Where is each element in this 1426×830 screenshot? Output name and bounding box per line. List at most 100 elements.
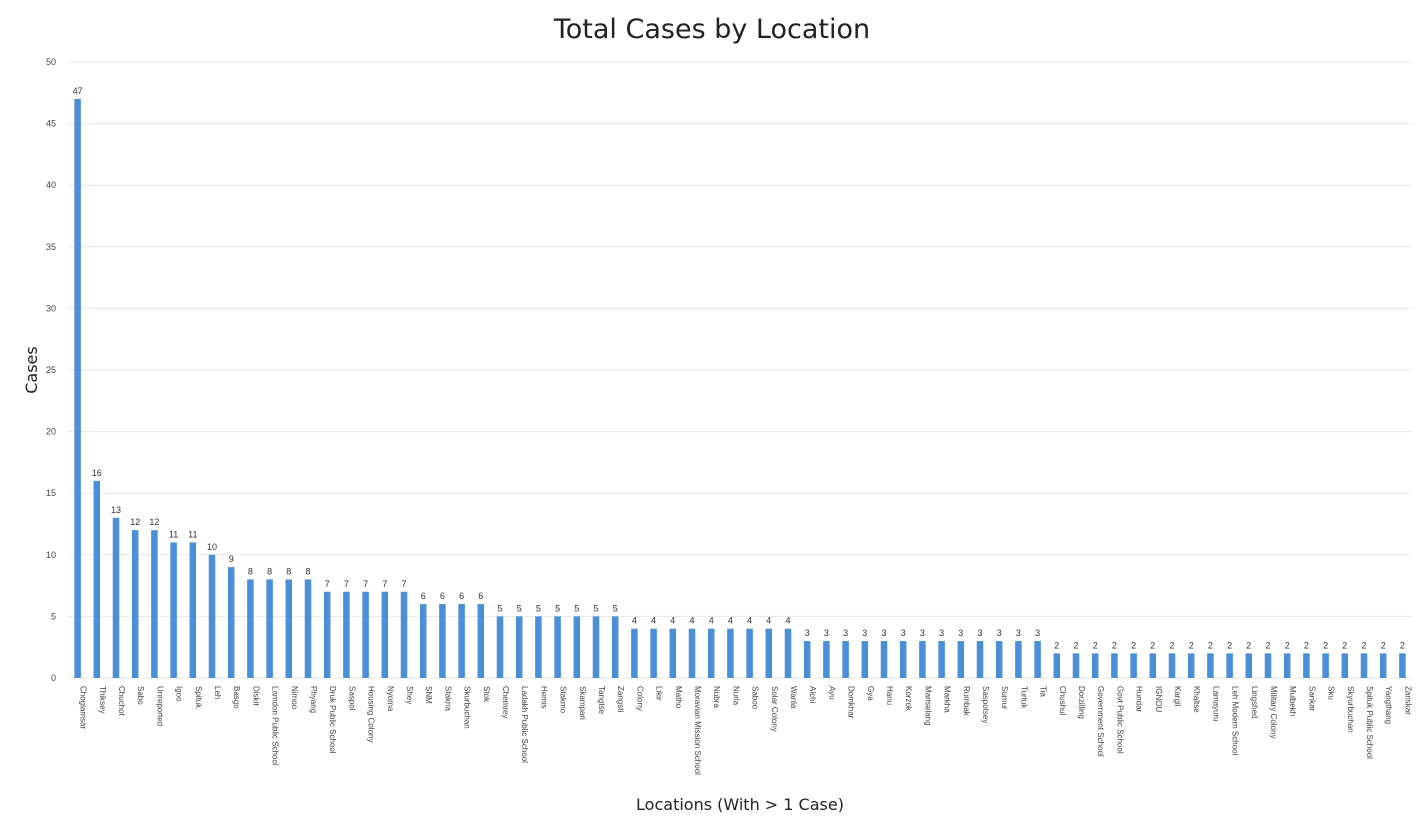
bar	[707, 628, 715, 678]
data-label: 3	[824, 628, 829, 638]
x-tick-label: Moravian Mission School	[693, 686, 702, 775]
y-tick-label: 15	[46, 488, 56, 498]
x-tick-label: Mulbekh	[1288, 686, 1297, 716]
bar	[1015, 641, 1022, 678]
data-label: 7	[382, 579, 387, 589]
y-tick-label: 0	[51, 673, 56, 683]
data-label: 2	[1208, 640, 1213, 650]
x-tick-label: Domkhar	[847, 686, 856, 719]
bar	[1399, 653, 1406, 678]
x-tick-label: Basgo	[232, 686, 241, 709]
bar	[112, 517, 120, 678]
x-tick-label: Igoo	[175, 686, 184, 702]
x-tick-label: Choglamsar	[79, 686, 88, 729]
bar	[938, 641, 945, 678]
bar	[1111, 653, 1118, 678]
x-tick-label: Stakna	[443, 686, 452, 711]
data-label: 8	[248, 566, 253, 576]
bar	[1053, 653, 1061, 678]
x-tick-label: Stakmo	[559, 686, 568, 714]
bar	[784, 628, 792, 678]
data-label: 2	[1246, 640, 1251, 650]
x-axis-ticks: Choglamsar Thiksey Chuchot Sabo Unreported Ig…	[79, 686, 1413, 775]
y-tick-label: 25	[46, 365, 56, 375]
y-tick-label: 40	[46, 180, 56, 190]
x-tick-label: SNM	[424, 686, 433, 704]
x-tick-label: Sankar	[1307, 686, 1316, 712]
y-tick-label: 10	[46, 550, 56, 560]
data-label: 3	[1035, 628, 1040, 638]
x-tick-label: Druk Public School	[328, 686, 337, 754]
x-tick-label: Saboo	[751, 686, 760, 710]
bar	[189, 542, 197, 678]
bar	[1091, 653, 1099, 678]
data-label: 2	[1131, 640, 1136, 650]
y-axis-ticks: 0 5 10 15 20 25 30 35 40 45 50	[46, 57, 56, 683]
bar	[439, 604, 446, 678]
data-label: 7	[325, 579, 330, 589]
data-label: 7	[344, 579, 349, 589]
x-tick-label: Skurbuchan	[463, 686, 472, 729]
bar	[1149, 653, 1157, 678]
data-label: 3	[997, 628, 1002, 638]
bar	[746, 628, 753, 678]
bar	[995, 641, 1003, 678]
y-tick-label: 5	[51, 611, 56, 621]
data-label: 2	[1304, 640, 1309, 650]
x-tick-label: Leh Modern School	[1231, 686, 1240, 756]
bar	[323, 591, 331, 678]
data-label: 2	[1150, 640, 1155, 650]
x-tick-label: Hundar	[1135, 686, 1144, 713]
x-tick-label: Chuchot	[117, 686, 126, 717]
bar	[1207, 653, 1214, 678]
x-tick-label: Spituk	[194, 686, 203, 709]
y-tick-label: 35	[46, 242, 56, 252]
x-tick-label: Likir	[655, 686, 664, 701]
y-tick-label: 50	[46, 57, 56, 67]
data-label: 4	[670, 616, 675, 626]
x-tick-label: Hemis	[539, 686, 548, 709]
x-tick-label: Government School	[1096, 686, 1105, 757]
x-tick-label: Chemrey	[501, 686, 510, 718]
bar	[93, 480, 101, 678]
x-tick-label: Dorzilling	[1077, 686, 1086, 719]
bar	[400, 591, 408, 678]
data-label: 3	[901, 628, 906, 638]
bar	[1226, 653, 1233, 678]
bar	[861, 641, 869, 678]
bar	[1360, 653, 1368, 678]
x-tick-label: Saspol	[347, 686, 356, 711]
data-labels: 47 16 13 12 12 11 11 10 9 8 8 8 8 7 7 7 7 7 6 6 6 6 5 5 5 5 5 5 5 4 4 4…	[73, 86, 1405, 650]
x-tick-label: Gya	[866, 686, 875, 701]
bar	[151, 530, 158, 678]
x-tick-label: Skampari	[578, 686, 587, 720]
bar	[381, 591, 389, 678]
x-tick-label: Lamdon Public School	[271, 686, 280, 766]
bar	[554, 616, 561, 678]
data-label: 6	[440, 591, 445, 601]
data-label: 2	[1381, 640, 1386, 650]
y-axis-title: Cases	[22, 346, 41, 394]
bar	[823, 641, 830, 678]
x-tick-label: Skyurbuchan	[1346, 686, 1355, 733]
x-tick-label: Diskit	[251, 686, 260, 706]
y-tick-label: 45	[46, 119, 56, 129]
bar	[573, 616, 581, 678]
data-label: 2	[1189, 640, 1194, 650]
bar	[343, 591, 350, 678]
data-label: 4	[651, 616, 656, 626]
x-tick-label: Chushul	[1058, 686, 1067, 716]
bar	[957, 641, 965, 678]
x-tick-label: Phyang	[309, 686, 318, 713]
x-tick-label: Ayu	[827, 686, 836, 700]
data-label: 12	[130, 517, 140, 527]
data-label: 5	[593, 603, 598, 613]
x-tick-label: Colony	[635, 686, 644, 711]
x-tick-label: Nimoo	[290, 686, 299, 710]
x-tick-label: Spituk Public School	[1365, 686, 1374, 759]
bar	[1264, 653, 1272, 678]
bar	[304, 579, 312, 678]
bar	[919, 641, 926, 678]
bar	[419, 604, 427, 678]
